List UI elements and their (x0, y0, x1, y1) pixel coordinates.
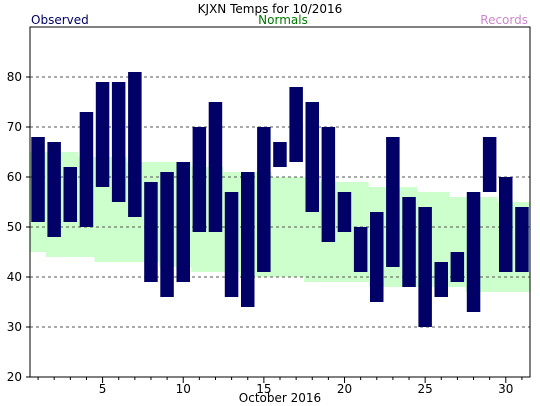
y-tick-label-40: 40 (7, 270, 22, 284)
observed-bar-day-29 (482, 137, 497, 192)
y-tick-label-60: 60 (7, 170, 22, 184)
observed-bar-day-24 (402, 197, 416, 287)
observed-bar-day-15 (257, 127, 271, 272)
y-tick-label-20: 20 (7, 370, 22, 384)
observed-bar-day-2 (47, 142, 61, 237)
observed-bar-day-7 (128, 72, 142, 217)
observed-bar-day-5 (95, 82, 110, 187)
x-tick-label-5: 5 (99, 382, 107, 396)
legend-observed: Observed (31, 13, 89, 27)
observed-bar-day-6 (111, 82, 126, 202)
observed-bar-day-12 (208, 102, 223, 232)
axes (26, 26, 531, 383)
observed-bars (31, 72, 529, 327)
x-tick-labels: 5 10 15 20 25 30 (99, 382, 514, 396)
observed-bar-day-26 (434, 262, 448, 297)
observed-bar-day-3 (63, 167, 77, 222)
observed-bar-day-13 (224, 192, 239, 297)
y-tick-labels: 20 30 40 50 60 70 80 (7, 70, 22, 384)
observed-bar-day-27 (450, 252, 465, 282)
observed-bar-day-30 (499, 177, 513, 272)
y-tick-label-80: 80 (7, 70, 22, 84)
observed-bar-day-19 (321, 127, 336, 242)
x-tick-label-15: 15 (256, 382, 271, 396)
observed-bar-day-28 (466, 192, 481, 312)
observed-bar-day-23 (386, 137, 400, 267)
observed-bar-day-14 (241, 172, 255, 307)
y-tick-label-30: 30 (7, 320, 22, 334)
observed-bar-day-4 (79, 112, 94, 227)
observed-bar-day-16 (273, 142, 287, 167)
legend-records: Records (480, 13, 528, 27)
observed-bar-day-31 (515, 207, 529, 272)
observed-bar-day-17 (289, 87, 303, 162)
observed-bar-day-20 (337, 192, 352, 232)
x-tick-label-20: 20 (337, 382, 352, 396)
observed-bar-day-18 (305, 102, 319, 212)
observed-bar-day-21 (353, 227, 368, 272)
observed-bar-day-10 (176, 162, 190, 282)
observed-bar-day-22 (370, 212, 384, 302)
observed-bar-day-11 (192, 127, 207, 232)
observed-bar-day-1 (31, 137, 45, 222)
observed-bar-day-9 (160, 172, 174, 297)
observed-bar-day-25 (418, 207, 432, 327)
chart-title: KJXN Temps for 10/2016 (198, 2, 343, 16)
x-tick-label-10: 10 (176, 382, 191, 396)
y-tick-label-50: 50 (7, 220, 22, 234)
legend-normals: Normals (258, 13, 308, 27)
y-tick-label-70: 70 (7, 120, 22, 134)
x-tick-label-30: 30 (498, 382, 513, 396)
x-tick-label-25: 25 (418, 382, 433, 396)
x-axis-label: October 2016 (239, 391, 321, 405)
observed-bar-day-8 (144, 182, 158, 282)
